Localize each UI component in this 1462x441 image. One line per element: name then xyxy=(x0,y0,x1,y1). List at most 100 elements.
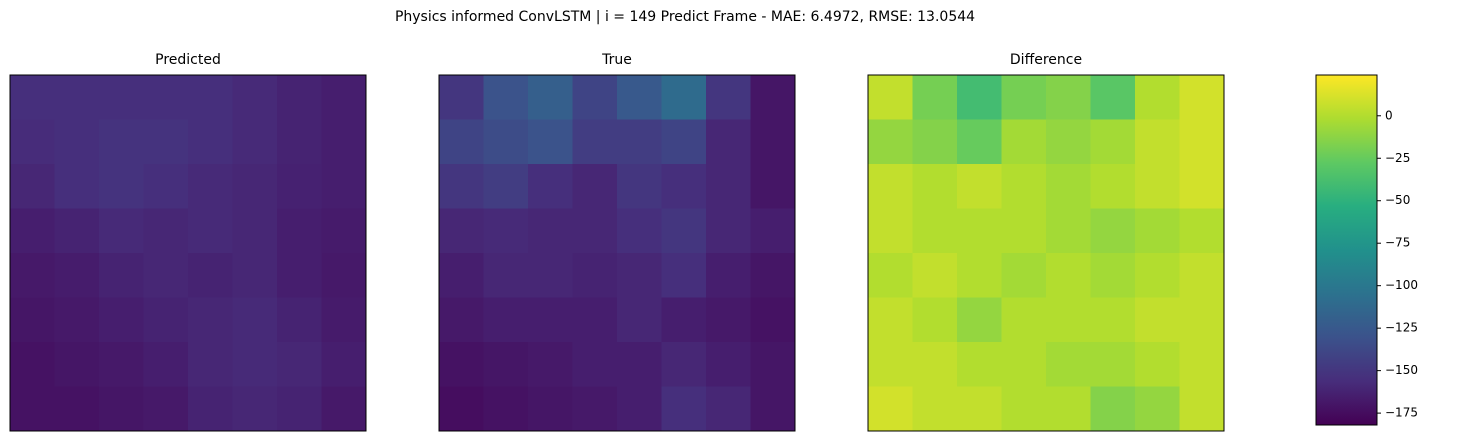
heatmap-cell xyxy=(232,253,278,298)
colorbar-tick-label: 0 xyxy=(1385,108,1393,122)
heatmap-cell xyxy=(321,253,367,298)
heatmap-cell xyxy=(1135,119,1180,165)
heatmap-cell xyxy=(661,342,707,387)
heatmap-cell xyxy=(528,164,573,209)
panel-title: Predicted xyxy=(155,52,221,68)
heatmap-cell xyxy=(483,342,529,387)
heatmap-cell xyxy=(750,119,796,165)
heatmap-cell xyxy=(54,75,100,120)
heatmap-cell xyxy=(1135,342,1180,387)
heatmap-cell xyxy=(188,164,233,209)
heatmap-cell xyxy=(10,208,55,254)
heatmap-cell xyxy=(572,208,618,254)
heatmap-cell xyxy=(232,75,278,120)
heatmap-cell xyxy=(572,297,618,343)
heatmap-cell xyxy=(483,119,529,165)
heatmap-cell xyxy=(868,164,913,209)
heatmap-cell xyxy=(1090,386,1136,432)
heatmap-cell xyxy=(706,75,751,120)
heatmap-cell xyxy=(483,253,529,298)
heatmap-cell xyxy=(99,342,144,387)
heatmap-cell xyxy=(661,75,707,120)
heatmap-cell xyxy=(54,119,100,165)
heatmap-cell xyxy=(1001,253,1047,298)
heatmap-cell xyxy=(1090,342,1136,387)
heatmap-cell xyxy=(617,119,662,165)
heatmap-cell xyxy=(10,164,55,209)
heatmap-cell xyxy=(572,164,618,209)
heatmap-cell xyxy=(661,253,707,298)
heatmap-cell xyxy=(99,208,144,254)
heatmap-cell xyxy=(661,164,707,209)
heatmap-cell xyxy=(99,164,144,209)
heatmap-cell xyxy=(54,253,100,298)
heatmap-cell xyxy=(706,119,751,165)
heatmap-cell xyxy=(10,342,55,387)
colorbar-tick-label: −125 xyxy=(1385,321,1418,335)
heatmap-cell xyxy=(143,164,189,209)
heatmap-cell xyxy=(1046,164,1091,209)
heatmap-cell xyxy=(706,253,751,298)
heatmap-cell xyxy=(706,164,751,209)
heatmap-cell xyxy=(1046,253,1091,298)
heatmap-cell xyxy=(483,208,529,254)
heatmap-cell xyxy=(750,297,796,343)
heatmap-cell xyxy=(1001,386,1047,432)
heatmap-cell xyxy=(54,342,100,387)
heatmap-cell xyxy=(439,208,484,254)
panel-frame xyxy=(867,74,1225,432)
heatmap-cell xyxy=(483,297,529,343)
heatmap-cell xyxy=(661,208,707,254)
heatmap-cell xyxy=(439,386,484,432)
heatmap-cell xyxy=(483,75,529,120)
heatmap-cell xyxy=(912,164,958,209)
heatmap-cell xyxy=(750,208,796,254)
heatmap-cell xyxy=(1090,164,1136,209)
panel-frame xyxy=(9,74,367,432)
heatmap-cell xyxy=(188,253,233,298)
heatmap-cell xyxy=(54,208,100,254)
heatmap-cell xyxy=(321,119,367,165)
heatmap-cell xyxy=(99,75,144,120)
heatmap-cell xyxy=(912,253,958,298)
heatmap-cell xyxy=(1135,75,1180,120)
heatmap-cell xyxy=(143,75,189,120)
heatmap-cell xyxy=(957,386,1002,432)
heatmap-cell xyxy=(957,164,1002,209)
heatmap-cell xyxy=(1001,75,1047,120)
heatmap-cell xyxy=(1179,253,1225,298)
heatmap-cell xyxy=(277,253,322,298)
heatmap-cell xyxy=(661,119,707,165)
heatmap-cell xyxy=(439,297,484,343)
heatmap-cell xyxy=(528,386,573,432)
heatmap-cell xyxy=(1179,342,1225,387)
heatmap-cell xyxy=(706,297,751,343)
heatmap-cell xyxy=(188,386,233,432)
heatmap-cell xyxy=(912,119,958,165)
heatmap-cell xyxy=(868,119,913,165)
heatmap-cell xyxy=(706,208,751,254)
colorbar-tick-label: −150 xyxy=(1385,363,1418,377)
heatmap-cell xyxy=(750,386,796,432)
heatmap-cell xyxy=(232,386,278,432)
heatmap-cell xyxy=(868,297,913,343)
heatmap-cell xyxy=(483,386,529,432)
heatmap-cell xyxy=(528,297,573,343)
heatmap-cell xyxy=(912,208,958,254)
heatmap-cell xyxy=(617,164,662,209)
heatmap-cell xyxy=(321,386,367,432)
heatmap-cell xyxy=(912,386,958,432)
heatmap-cell xyxy=(143,208,189,254)
heatmap-cell xyxy=(143,342,189,387)
heatmap-cell xyxy=(1090,297,1136,343)
heatmap-cell xyxy=(188,119,233,165)
heatmap-cell xyxy=(617,342,662,387)
heatmap-cell xyxy=(439,342,484,387)
heatmap-cell xyxy=(321,75,367,120)
heatmap-cell xyxy=(10,253,55,298)
heatmap-cell xyxy=(617,253,662,298)
heatmap-cell xyxy=(572,342,618,387)
heatmap-cell xyxy=(188,75,233,120)
heatmap-cell xyxy=(1001,164,1047,209)
heatmap-cell xyxy=(99,297,144,343)
